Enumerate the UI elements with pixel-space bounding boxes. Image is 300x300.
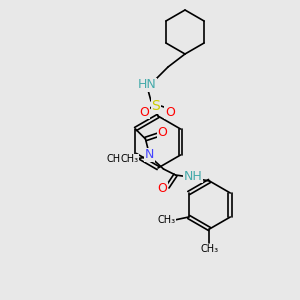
Text: CH₃: CH₃ — [106, 154, 124, 164]
Text: O: O — [139, 106, 149, 118]
Text: O: O — [165, 106, 175, 118]
Text: CH₃: CH₃ — [200, 244, 218, 254]
Text: CH₃: CH₃ — [120, 154, 139, 164]
Text: O: O — [158, 127, 167, 140]
Text: S: S — [152, 99, 160, 113]
Text: N: N — [145, 148, 154, 161]
Text: O: O — [158, 182, 167, 196]
Text: CH₃: CH₃ — [158, 215, 176, 225]
Text: NH: NH — [184, 169, 203, 182]
Text: HN: HN — [138, 79, 156, 92]
